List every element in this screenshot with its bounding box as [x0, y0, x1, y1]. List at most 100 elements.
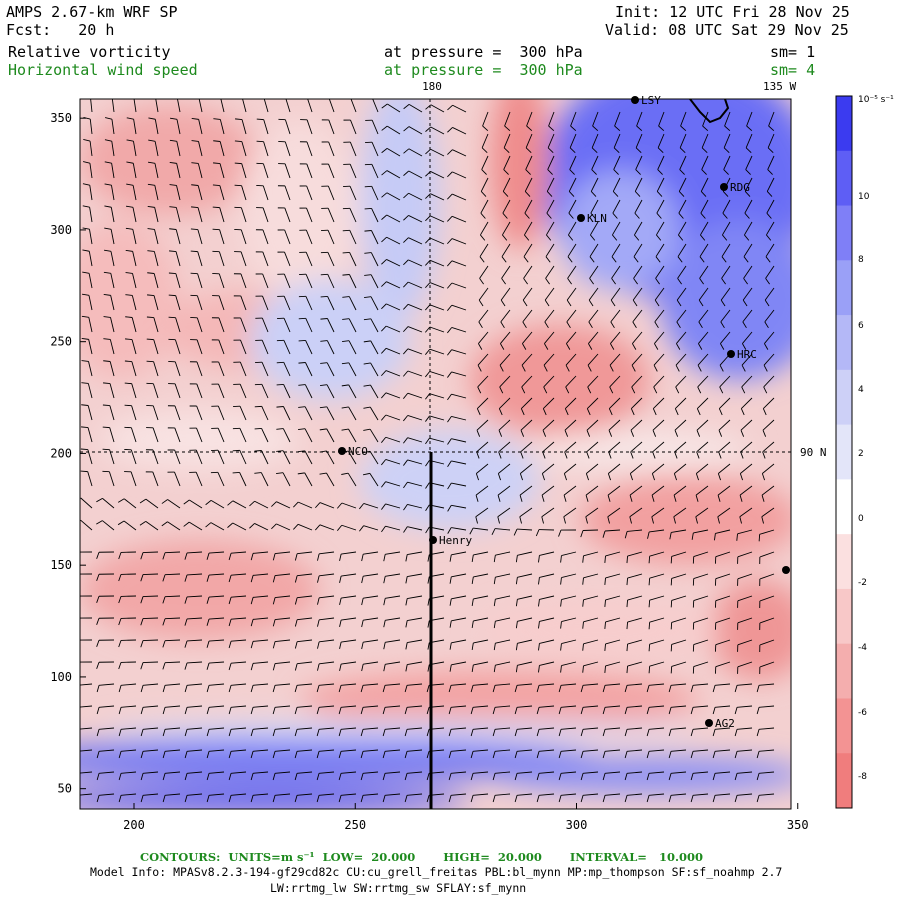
wind-barb — [211, 361, 225, 377]
wind-barb — [381, 236, 401, 245]
wind-barb — [545, 265, 555, 285]
wind-barb — [360, 793, 379, 803]
wind-barb — [361, 661, 379, 672]
wind-barb — [382, 771, 401, 781]
wind-barb — [675, 353, 687, 372]
wind-barb — [563, 507, 577, 524]
wind-barb — [678, 177, 687, 197]
wind-barb — [96, 705, 115, 715]
wind-barb — [761, 507, 775, 524]
wind-barb — [761, 463, 775, 481]
wind-barb — [624, 727, 643, 737]
y-tick-label: 350 — [50, 111, 72, 125]
wind-barb — [293, 523, 313, 531]
wind-barb — [590, 177, 599, 197]
station-marker — [720, 183, 728, 191]
wind-barb — [80, 793, 93, 796]
wind-barb — [566, 287, 577, 307]
wind-barb — [383, 573, 401, 584]
wind-barb — [624, 683, 643, 693]
wind-barb — [255, 295, 269, 311]
wind-barb — [250, 551, 269, 561]
wind-barb — [447, 438, 467, 445]
wind-barb — [254, 472, 269, 487]
wind-barb — [604, 573, 621, 585]
wind-barb — [124, 382, 137, 399]
wind-barb — [140, 661, 159, 670]
wind-barb — [300, 119, 313, 135]
wind-barb — [380, 392, 401, 399]
wind-barb — [558, 529, 577, 537]
wind-barb — [717, 507, 731, 524]
wind-barb — [702, 111, 709, 132]
wind-barb — [740, 419, 753, 437]
wind-barb — [715, 617, 731, 630]
wind-barb — [147, 228, 159, 245]
wind-barb — [636, 111, 643, 132]
wind-barb — [402, 370, 423, 377]
wind-barb — [383, 595, 401, 606]
station-label-nco: NCO — [348, 445, 368, 458]
wind-barb — [139, 520, 159, 531]
wind-barb — [81, 315, 93, 333]
wind-barb — [656, 199, 665, 219]
wind-barb — [168, 383, 181, 399]
wind-barb — [148, 139, 159, 157]
wind-barb — [558, 793, 577, 803]
field2-level: at pressure = 300 hPa — [384, 61, 583, 79]
lon-label-135w: 135 W — [763, 80, 796, 93]
wind-barb — [184, 551, 203, 560]
wind-barb — [126, 161, 137, 179]
wind-barb — [613, 133, 621, 153]
wind-barb — [277, 185, 291, 201]
station-marker — [727, 350, 735, 358]
wind-barb — [191, 140, 203, 157]
wind-barb — [118, 661, 137, 670]
wind-barb — [580, 683, 599, 693]
wind-barb — [403, 303, 423, 311]
wind-barb — [96, 793, 115, 803]
wind-barb — [125, 249, 137, 267]
wind-barb — [767, 155, 775, 175]
wind-barb — [608, 397, 621, 416]
wind-barb — [546, 177, 555, 197]
wind-barb — [590, 199, 599, 219]
wind-barb — [580, 749, 599, 759]
wind-barb — [360, 749, 379, 759]
wind-barb — [526, 111, 533, 132]
wind-barb — [692, 639, 709, 652]
wind-barb — [80, 497, 93, 509]
wind-barb — [256, 185, 269, 201]
wind-barb — [611, 243, 621, 263]
wind-barb — [670, 573, 687, 586]
wind-barb — [319, 406, 335, 421]
wind-barb — [695, 463, 709, 481]
wind-barb — [80, 551, 93, 553]
wind-barb — [739, 507, 753, 524]
wind-barb — [668, 749, 687, 759]
wind-barb — [277, 317, 291, 333]
wind-barb — [162, 705, 181, 715]
wind-barb — [382, 749, 401, 759]
wind-barb — [298, 295, 313, 311]
wind-barb — [500, 309, 511, 329]
wind-barb — [545, 243, 555, 263]
wind-barb — [630, 441, 643, 459]
wind-barb — [364, 207, 379, 223]
wind-barb — [381, 147, 401, 157]
plot-frame — [79, 98, 792, 810]
wind-barb — [762, 419, 775, 437]
wind-barb — [737, 639, 753, 652]
colorbar-swatch — [836, 369, 852, 426]
wind-barb — [80, 639, 93, 641]
wind-barb — [405, 617, 423, 628]
wind-barb — [742, 287, 753, 307]
wind-barb — [403, 103, 423, 113]
wind-barb — [607, 507, 621, 524]
wind-barb — [169, 228, 181, 245]
wind-barb — [125, 294, 137, 311]
wind-barb — [363, 406, 379, 421]
wind-barb — [560, 617, 577, 629]
wind-barb — [718, 419, 731, 437]
wind-barb — [403, 126, 423, 135]
